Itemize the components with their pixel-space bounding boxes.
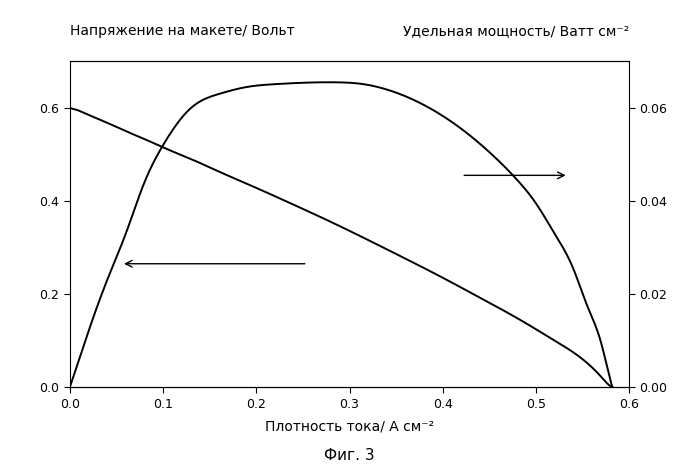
Text: Удельная мощность/ Ватт см⁻²: Удельная мощность/ Ватт см⁻² <box>403 24 629 38</box>
X-axis label: Плотность тока/ А см⁻²: Плотность тока/ А см⁻² <box>265 420 434 433</box>
Text: Напряжение на макете/ Вольт: Напряжение на макете/ Вольт <box>70 24 294 38</box>
Text: Фиг. 3: Фиг. 3 <box>324 447 375 463</box>
